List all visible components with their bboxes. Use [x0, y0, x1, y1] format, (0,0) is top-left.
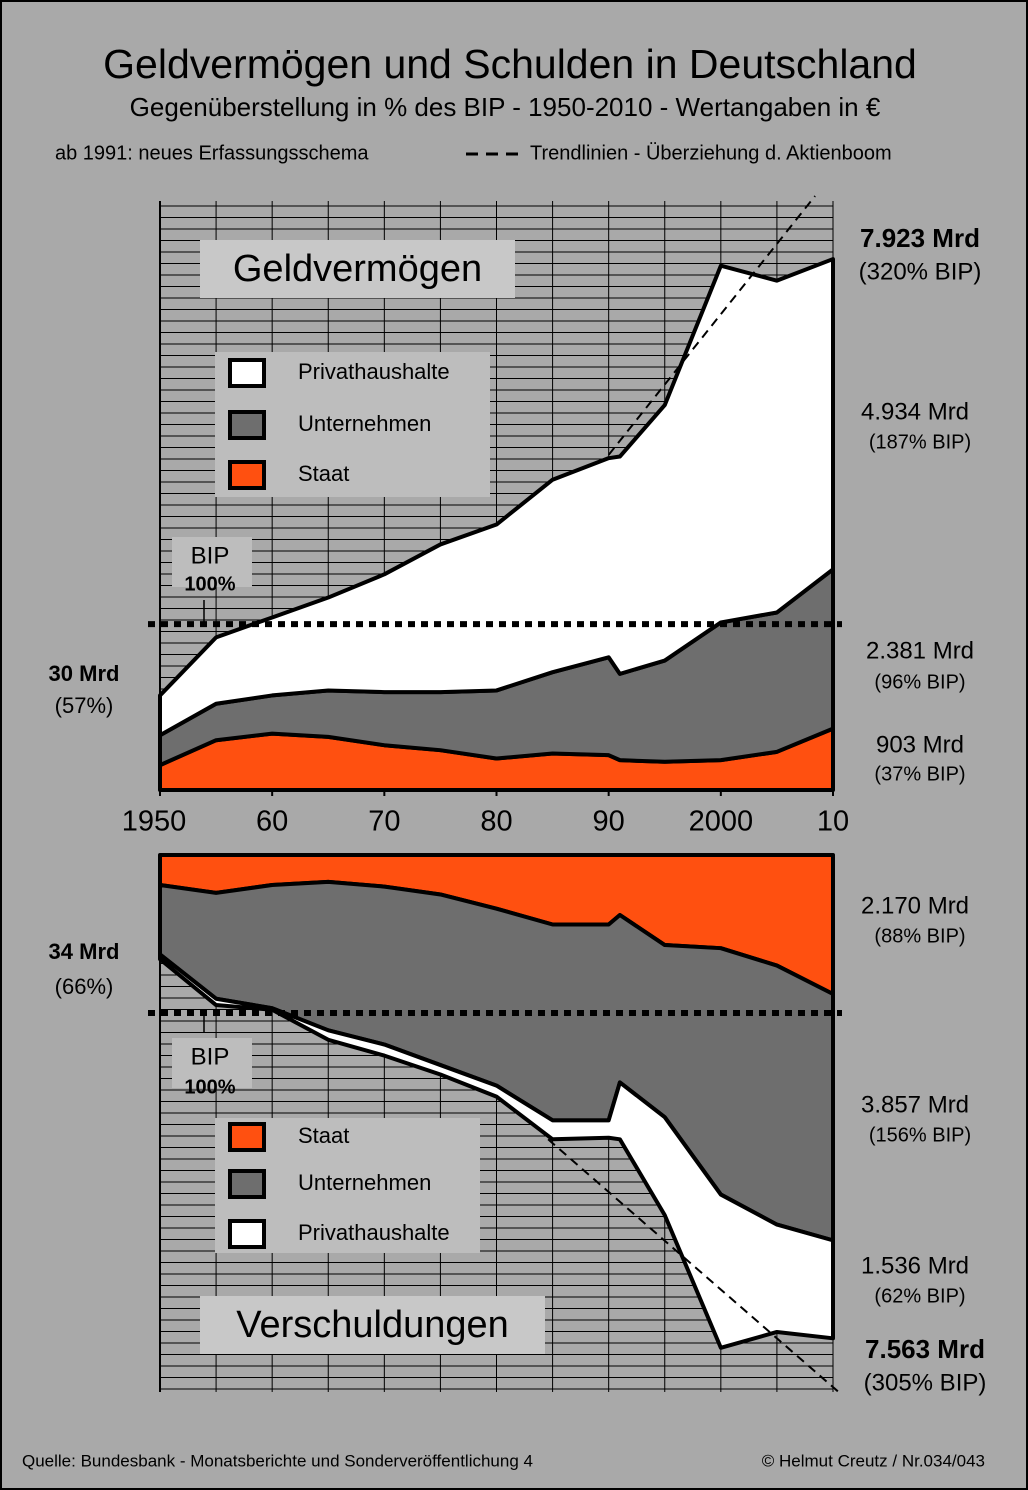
x-tick-label: 80 — [480, 806, 512, 838]
legend-swatch — [228, 1122, 266, 1152]
annotation: (57%) — [55, 693, 114, 718]
credit: © Helmut Creutz / Nr.034/043 — [762, 1451, 985, 1470]
title-box — [200, 1296, 545, 1354]
annotation: (62% BIP) — [874, 1285, 965, 1307]
label-box — [172, 537, 252, 587]
x-tick-label: 2000 — [689, 806, 754, 838]
legend-swatch — [228, 1219, 266, 1249]
annotation: (96% BIP) — [874, 671, 965, 693]
annotation: 3.857 Mrd — [861, 1091, 969, 1118]
legend-label: Privathaushalte — [298, 1220, 450, 1245]
annotation: 34 Mrd — [49, 939, 120, 964]
legend-label: Privathaushalte — [298, 359, 450, 384]
legend-label: Unternehmen — [298, 411, 431, 436]
legend-label: Unternehmen — [298, 1170, 431, 1195]
page-title: Geldvermögen und Schulden in Deutschland — [103, 41, 917, 87]
chart-title: Verschuldungen — [236, 1304, 509, 1346]
annotation: 2.170 Mrd — [861, 892, 969, 919]
annotation: 4.934 Mrd — [861, 398, 969, 425]
x-tick-label: 60 — [256, 806, 288, 838]
x-tick-label: 70 — [368, 806, 400, 838]
legend-swatch — [228, 358, 266, 388]
x-tick-label: 1950 — [122, 806, 187, 838]
reference-sublabel: 100% — [184, 573, 235, 595]
chart-title: Geldvermögen — [233, 248, 482, 290]
annotation: 7.563 Mrd — [865, 1334, 985, 1364]
legend-swatch — [228, 1169, 266, 1199]
reference-label: BIP — [191, 1043, 230, 1070]
area — [158, 952, 835, 1350]
legend-swatch — [228, 410, 266, 440]
source: Quelle: Bundesbank - Monatsberichte und … — [22, 1451, 533, 1470]
title-box — [200, 240, 515, 298]
annotation: (88% BIP) — [874, 925, 965, 947]
reference-sublabel: 100% — [184, 1076, 235, 1098]
annotation: (156% BIP) — [869, 1124, 971, 1146]
area — [158, 257, 835, 738]
annotation: (305% BIP) — [864, 1369, 987, 1396]
annotation: 2.381 Mrd — [866, 637, 974, 664]
page-subtitle: Gegenüberstellung in % des BIP - 1950-20… — [130, 92, 881, 122]
annotation: (37% BIP) — [874, 763, 965, 785]
note: ab 1991: neues Erfassungsschema — [55, 142, 369, 164]
trend-line — [607, 195, 816, 456]
annotation: (66%) — [55, 974, 114, 999]
legend-swatch — [228, 460, 266, 490]
legend-label: Staat — [298, 461, 349, 486]
label-box — [172, 1038, 252, 1088]
reference-label: BIP — [191, 542, 230, 569]
annotation: 903 Mrd — [876, 731, 964, 758]
annotation: 7.923 Mrd — [860, 223, 980, 253]
annotation: (320% BIP) — [859, 258, 982, 285]
x-tick-label: 90 — [593, 806, 625, 838]
annotation: 30 Mrd — [49, 661, 120, 686]
legend-label: Staat — [298, 1123, 349, 1148]
trend-label: Trendlinien - Überziehung d. Aktienboom — [530, 142, 892, 164]
trend-line — [547, 1138, 840, 1393]
annotation: 1.536 Mrd — [861, 1252, 969, 1279]
x-tick-label: 10 — [817, 806, 849, 838]
annotation: (187% BIP) — [869, 431, 971, 453]
